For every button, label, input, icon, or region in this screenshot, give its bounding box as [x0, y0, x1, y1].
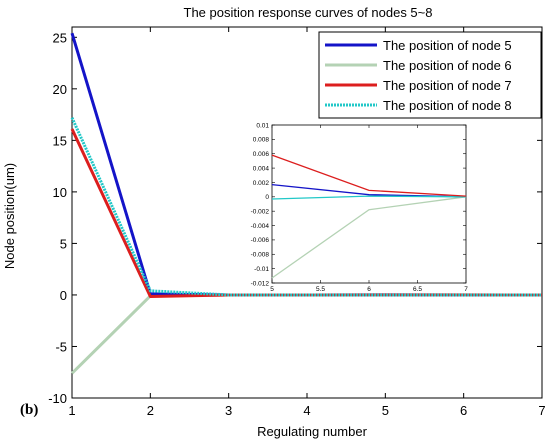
x-tick-label: 1 — [68, 403, 75, 418]
legend-entry: The position of node 7 — [383, 78, 512, 93]
inset-y-tick-label: -0.004 — [251, 223, 270, 230]
inset-x-tick-label: 5 — [270, 286, 274, 293]
inset-y-tick-label: 0.004 — [253, 165, 270, 172]
inset-series-line-node-8 — [271, 195, 467, 200]
x-tick-label: 2 — [147, 403, 154, 418]
inset-y-tick-label: 0.002 — [253, 180, 270, 187]
y-tick-label: -5 — [55, 339, 67, 354]
inset-y-tick-label: 0.006 — [253, 151, 270, 158]
inset-y-tick-label: -0.006 — [251, 237, 270, 244]
x-tick-label: 5 — [382, 403, 389, 418]
y-tick-label: 25 — [53, 30, 67, 45]
inset-frame — [271, 124, 467, 284]
legend-entry: The position of node 8 — [383, 98, 512, 113]
x-tick-label: 7 — [538, 403, 545, 418]
chart-title: The position response curves of nodes 5~… — [184, 5, 433, 20]
x-tick-label: 4 — [303, 403, 310, 418]
legend: The position of node 5 The position of no… — [318, 31, 542, 119]
y-tick-label: 5 — [60, 236, 67, 251]
y-axis-label: Node position(um) — [2, 163, 17, 269]
inset-y-tick-label: 0.008 — [253, 137, 270, 144]
inset-y-tick-label: -0.012 — [251, 280, 270, 287]
y-tick-label: 0 — [60, 288, 67, 303]
legend-entry: The position of node 5 — [383, 38, 512, 53]
inset-series-line-node-6 — [271, 196, 467, 279]
legend-entry: The position of node 6 — [383, 58, 512, 73]
x-tick-label: 6 — [460, 403, 467, 418]
x-axis-label: Regulating number — [257, 424, 368, 439]
inset-y-tick-label: -0.002 — [251, 208, 270, 215]
inset-y-tick-label: 0.01 — [256, 122, 269, 129]
inset-y-tick-label: -0.008 — [251, 252, 270, 259]
inset-x-tick-label: 6.5 — [413, 286, 422, 293]
y-tick-label: -10 — [48, 391, 67, 406]
inset-x-tick-label: 7 — [464, 286, 468, 293]
inset-x-tick-label: 5.5 — [316, 286, 325, 293]
inset-plot: 5 5.5 6 6.5 7 0.01 0.008 0.006 0.004 0.002 0 -0.002… — [251, 122, 469, 293]
inset-x-tick-label: 6 — [367, 286, 371, 293]
inset-series-line-node-7 — [271, 154, 467, 197]
y-tick-label: 10 — [53, 185, 67, 200]
y-tick-label: 15 — [53, 133, 67, 148]
inset-y-tick-label: 0 — [265, 194, 269, 201]
series-line-node-8 — [70, 117, 542, 297]
panel-label: (b) — [20, 402, 38, 418]
inset-y-tick-label: -0.01 — [254, 266, 269, 273]
y-tick-label: 20 — [53, 82, 67, 97]
x-tick-label: 3 — [225, 403, 232, 418]
